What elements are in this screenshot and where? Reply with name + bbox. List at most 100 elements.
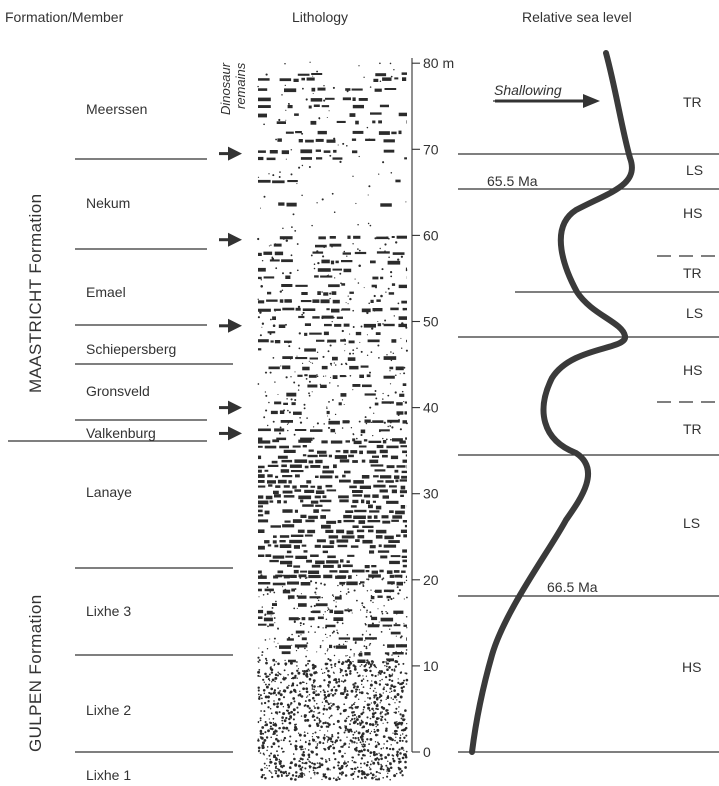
- lithology-grain: [366, 354, 369, 356]
- lithology-grain: [272, 324, 276, 327]
- lithology-grain: [343, 761, 346, 765]
- lithology-grain: [339, 739, 342, 742]
- lithology-flint: [278, 324, 286, 328]
- lithology-flint: [323, 292, 329, 296]
- lithology-grain: [274, 310, 276, 312]
- lithology-flint: [394, 469, 399, 473]
- lithology-grain: [287, 774, 290, 777]
- lithology-grain: [379, 702, 381, 704]
- lithology-grain: [405, 734, 408, 737]
- lithology-grain: [403, 728, 407, 731]
- lithology-grain: [357, 248, 359, 250]
- lithology-grain: [354, 706, 358, 709]
- lithology-flint: [329, 644, 333, 649]
- lithology-grain: [269, 707, 272, 710]
- lithology-flint: [302, 308, 316, 311]
- lithology-grain: [310, 709, 313, 713]
- lithology-flint: [283, 485, 290, 488]
- lithology-grain: [352, 243, 354, 245]
- lithology-grain: [334, 665, 336, 667]
- lithology-flint: [282, 589, 291, 594]
- dinosaur-remains-arrows: [219, 146, 242, 441]
- lithology-grain: [355, 749, 358, 752]
- lithology-flint: [315, 560, 325, 565]
- lithology-flint: [377, 595, 383, 598]
- lithology-grain: [346, 255, 348, 257]
- lithology-grain: [373, 728, 375, 731]
- lithology-grain: [316, 422, 319, 425]
- lithology-flint: [326, 520, 337, 524]
- lithology-grain: [303, 774, 306, 776]
- lithology-flint: [401, 555, 407, 558]
- lithology-grain: [305, 378, 308, 380]
- lithology-grain: [321, 778, 323, 781]
- lithology-flint: [317, 616, 324, 620]
- lithology-flint: [280, 420, 293, 423]
- lithology-grain: [262, 594, 265, 596]
- lithology-grain: [259, 729, 263, 733]
- lithology-grain: [260, 285, 263, 288]
- lithology-grain: [352, 389, 354, 391]
- lithology-flint: [258, 156, 264, 161]
- lithology-grain: [385, 665, 388, 668]
- lithology-grain: [298, 347, 301, 350]
- lithology-grain: [362, 585, 365, 587]
- lithology-grain: [271, 606, 274, 609]
- lithology-grain: [337, 776, 339, 778]
- lithology-grain: [340, 680, 343, 682]
- scale-tick-label: 10: [423, 658, 439, 674]
- lithology-flint: [287, 595, 295, 599]
- lithology-grain: [340, 363, 343, 366]
- lithology-flint: [323, 331, 329, 336]
- lithology-grain: [303, 670, 307, 673]
- lithology-grain: [354, 695, 357, 698]
- lithology-grain: [316, 735, 318, 738]
- lithology-grain: [268, 691, 271, 694]
- lithology-grain: [366, 679, 369, 682]
- lithology-flint: [346, 581, 358, 586]
- lithology-grain: [259, 311, 262, 314]
- lithology-grain: [260, 702, 263, 704]
- lithology-grain: [265, 659, 268, 662]
- lithology-grain: [298, 774, 301, 777]
- lithology-grain: [290, 672, 294, 675]
- lithology-grain: [369, 224, 372, 227]
- lithology-grain: [309, 673, 313, 677]
- lithology-flint: [317, 87, 326, 91]
- lithology-grain: [312, 691, 316, 695]
- lithology-grain: [355, 202, 357, 205]
- lithology-flint: [348, 454, 354, 458]
- lithology-grain: [303, 734, 307, 737]
- lithology-grain: [352, 175, 354, 177]
- lithology-column: [257, 61, 409, 782]
- lithology-grain: [369, 768, 372, 771]
- lithology-grain: [273, 663, 276, 666]
- lithology-flint: [300, 570, 308, 573]
- lithology-grain: [386, 740, 389, 743]
- lithology-grain: [308, 711, 311, 714]
- lithology-grain: [276, 711, 279, 713]
- lithology-grain: [296, 661, 298, 663]
- sequence-label-ls-1: LS: [686, 162, 703, 178]
- lithology-grain: [379, 62, 381, 65]
- lithology-grain: [263, 681, 265, 683]
- lithology-grain: [374, 674, 377, 678]
- lithology-grain: [336, 689, 338, 692]
- lithology-flint: [347, 357, 356, 361]
- lithology-grain: [257, 316, 260, 319]
- scale-tick-label: 60: [423, 227, 439, 243]
- lithology-grain: [263, 195, 266, 198]
- lithology-grain: [333, 316, 335, 319]
- lithology-grain: [265, 409, 268, 412]
- lithology-grain: [308, 699, 311, 702]
- lithology-flint: [314, 275, 319, 278]
- lithology-flint: [258, 616, 263, 619]
- lithology-grain: [344, 725, 346, 727]
- lithology-grain: [376, 723, 379, 726]
- lithology-grain: [297, 776, 300, 779]
- lithology-grain: [263, 774, 266, 776]
- lithology-grain: [335, 706, 338, 708]
- lithology-flint: [352, 438, 356, 442]
- lithology-grain: [355, 730, 358, 732]
- lithology-flint: [258, 150, 266, 153]
